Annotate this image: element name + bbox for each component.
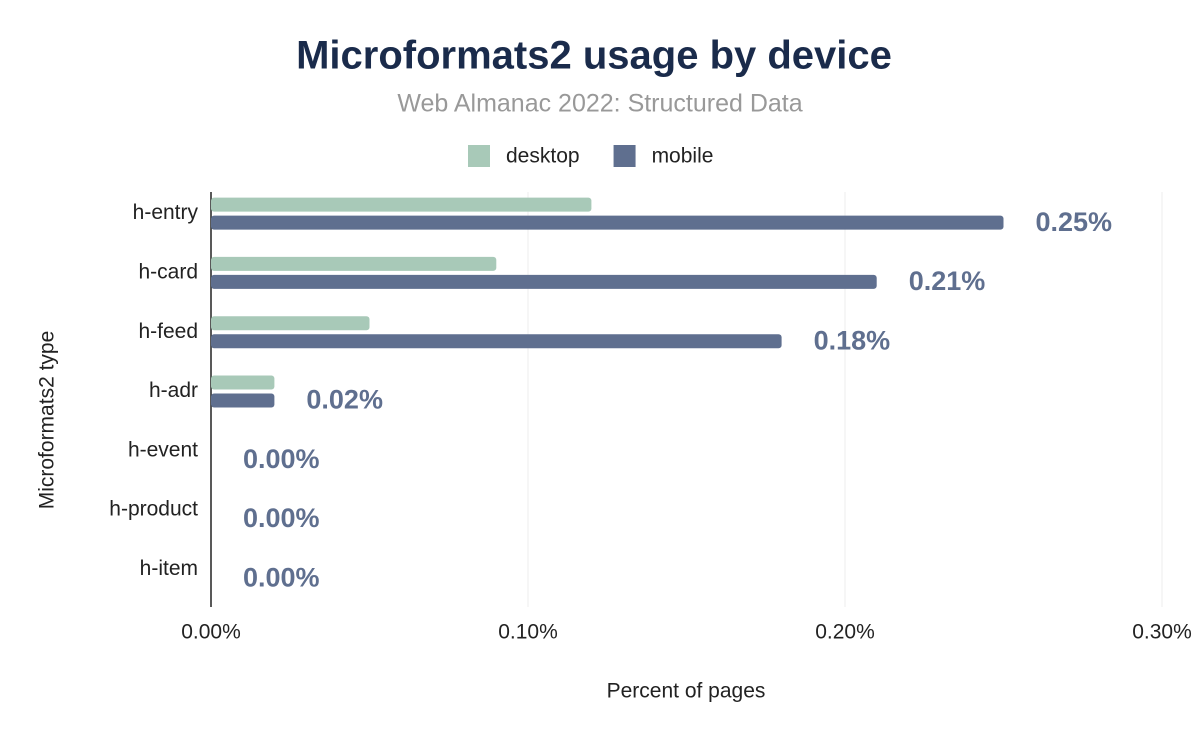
legend-swatch: [468, 145, 490, 167]
x-tick-label: 0.20%: [815, 621, 875, 644]
bar: [211, 393, 275, 408]
value-label: 0.02%: [306, 385, 383, 415]
y-tick-label: h-item: [140, 557, 198, 580]
legend-label: desktop: [506, 145, 580, 168]
bar: [211, 334, 782, 349]
bar: [211, 316, 370, 331]
value-label: 0.18%: [814, 325, 891, 355]
legend-label: mobile: [652, 145, 714, 168]
value-label: 0.00%: [243, 562, 320, 592]
bar: [211, 274, 877, 289]
chart-subtitle: Web Almanac 2022: Structured Data: [397, 90, 802, 118]
x-tick-label: 0.00%: [181, 621, 241, 644]
value-label: 0.00%: [243, 444, 320, 474]
y-tick-label: h-adr: [149, 379, 198, 402]
y-tick-label: h-feed: [138, 320, 198, 343]
chart-title: Microformats2 usage by device: [296, 34, 892, 78]
value-label: 0.00%: [243, 503, 320, 533]
y-tick-label: h-card: [138, 260, 198, 283]
value-label: 0.25%: [1036, 207, 1113, 237]
x-tick-label: 0.10%: [498, 621, 558, 644]
y-tick-label: h-product: [109, 498, 198, 521]
x-tick-label: 0.30%: [1132, 621, 1192, 644]
legend-swatch: [613, 145, 636, 167]
y-tick-label: h-entry: [133, 201, 199, 224]
bar: [211, 375, 275, 390]
x-axis-title: Percent of pages: [607, 680, 766, 703]
value-label: 0.21%: [909, 266, 986, 296]
bar: [211, 256, 497, 271]
y-axis-title: Microformats2 type: [36, 331, 59, 510]
y-tick-label: h-event: [128, 438, 198, 461]
bar: [211, 215, 1004, 230]
bar: [211, 197, 592, 212]
